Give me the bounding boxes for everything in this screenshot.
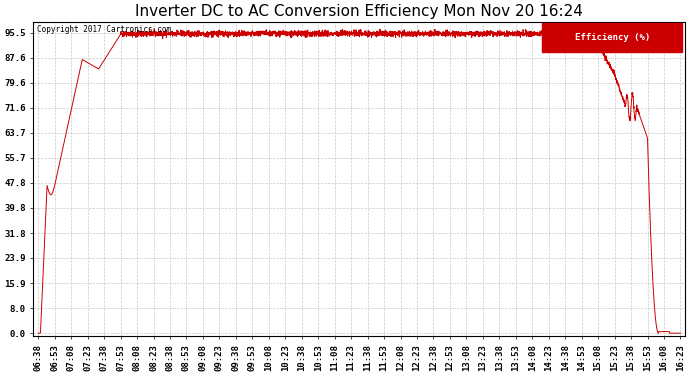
Text: Copyright 2017 Cartronics.com: Copyright 2017 Cartronics.com	[37, 25, 170, 34]
Text: Efficiency (%): Efficiency (%)	[575, 33, 650, 42]
FancyBboxPatch shape	[542, 23, 682, 52]
Title: Inverter DC to AC Conversion Efficiency Mon Nov 20 16:24: Inverter DC to AC Conversion Efficiency …	[135, 4, 583, 19]
